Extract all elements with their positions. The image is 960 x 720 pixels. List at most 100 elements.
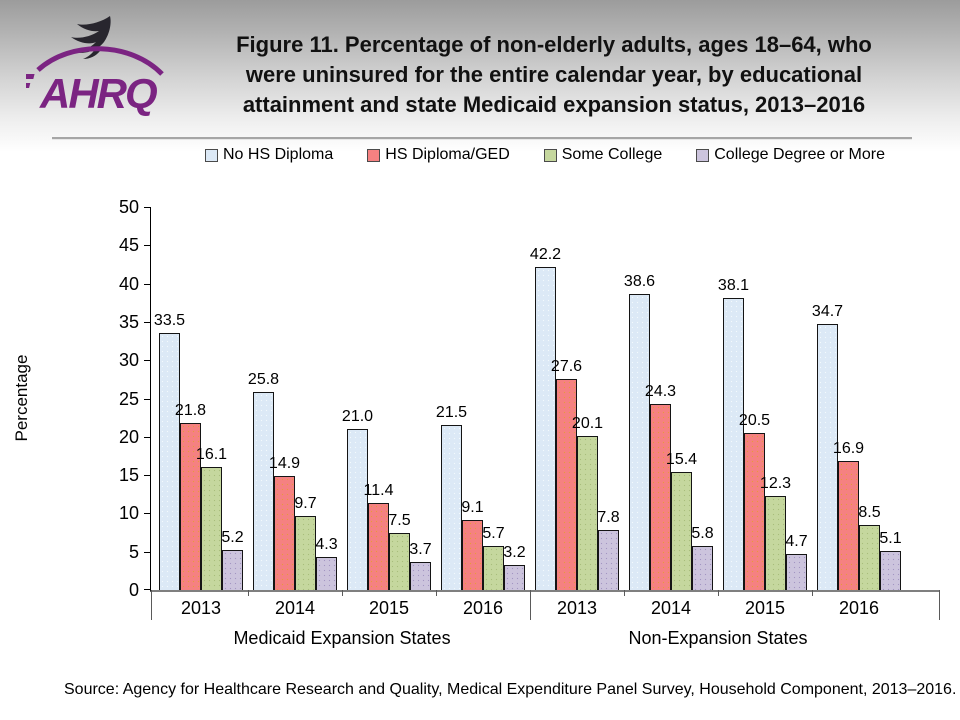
x-axis-tick [718,590,719,596]
bar-value-some-college-2013: 20.1 [571,415,604,432]
x-axis-tick [151,590,152,620]
y-tick-label-10: 10 [118,503,139,524]
x-axis-tick [436,590,437,596]
x-category-label-2016-3: 2016 [462,598,504,618]
bar-some-college-2013 [577,436,598,590]
bar-value-college-degree-or-more-2016: 3.2 [503,544,526,561]
bar-value-no-hs-diploma-2015: 38.1 [717,277,750,294]
bar-value-no-hs-diploma-2014: 38.6 [623,273,656,290]
bar-college-degree-or-more-2016 [880,551,901,590]
bar-value-some-college-2014: 15.4 [665,451,698,468]
bar-hs-diploma-ged-2013 [556,379,577,590]
bar-value-hs-diploma-ged-2016: 16.9 [832,440,865,457]
x-axis-tick [248,590,249,596]
legend-swatch-hs-diploma-ged [367,148,381,162]
bar-hs-diploma-ged-2015 [368,503,389,590]
bar-value-hs-diploma-ged-2015: 11.4 [363,482,394,499]
bar-value-college-degree-or-more-2015: 3.7 [409,541,432,558]
y-tick-mark [144,245,151,247]
y-tick-label-5: 5 [128,541,139,562]
y-axis-title: Percentage [12,354,31,442]
y-tick-mark [144,475,151,477]
bar-some-college-2014 [671,472,692,590]
legend-item-college-degree-or-more: College Degree or More [696,146,885,164]
bar-value-some-college-2015: 7.5 [388,512,411,529]
bar-value-no-hs-diploma-2013: 33.5 [153,312,186,329]
bar-value-no-hs-diploma-2016: 34.7 [811,303,844,320]
x-category-label-2013-0: 2013 [180,598,222,618]
bar-college-degree-or-more-2013 [598,530,619,590]
legend-swatch-college-degree-or-more [696,148,710,162]
bar-value-college-degree-or-more-2014: 5.8 [691,525,714,542]
bar-value-hs-diploma-ged-2015: 20.5 [738,412,771,429]
figure-title: Figure 11. Percentage of non-elderly adu… [168,30,940,120]
x-axis-tick [530,590,531,620]
bar-value-hs-diploma-ged-2014: 14.9 [268,455,301,472]
bar-value-some-college-2013: 16.1 [195,446,228,463]
y-tick-label-35: 35 [118,311,139,332]
bar-no-hs-diploma-2013 [535,267,556,590]
x-axis-tick [342,590,343,596]
bar-value-hs-diploma-ged-2013: 21.8 [174,402,207,419]
y-tick-mark [144,207,151,208]
y-tick-label-40: 40 [118,273,139,294]
bar-group-2013-4: 42.2 27.6 20.1 7.8 [530,207,620,590]
chart-legend: No HS Diploma HS Diploma/GED Some College C… [150,146,940,164]
bar-value-college-degree-or-more-2013: 5.2 [221,529,244,546]
x-category-label-2015-6: 2015 [744,598,786,618]
bar-value-no-hs-diploma-2013: 42.2 [529,246,562,263]
bar-group-2015-2: 21.0 11.4 7.5 3.7 [342,207,432,590]
bar-value-some-college-2016: 5.7 [482,525,505,542]
bar-some-college-2015 [765,496,786,590]
y-tick-mark [144,283,151,285]
bar-value-college-degree-or-more-2014: 4.3 [315,536,338,553]
ahrq-logo: AHRQ [0,4,166,126]
bar-no-hs-diploma-2016 [441,425,462,590]
y-tick-mark [144,436,151,438]
bar-group-2013-0: 33.5 21.8 16.1 5.2 [154,207,244,590]
y-tick-mark [144,551,151,553]
bar-group-2014-5: 38.6 24.3 15.4 5.8 [624,207,714,590]
axis-group-label-non-expansion-states: Non-Expansion States [628,628,808,648]
legend-swatch-some-college [543,148,557,162]
bar-value-some-college-2015: 12.3 [759,475,792,492]
ahrq-wordmark: AHRQ [0,46,164,118]
bar-some-college-2016 [483,546,504,590]
bar-value-hs-diploma-ged-2013: 27.6 [550,358,583,375]
source-note: Source: Agency for Healthcare Research a… [64,681,957,698]
legend-label: No HS Diploma [223,146,334,163]
bar-some-college-2014 [295,516,316,590]
bar-group-2014-1: 25.8 14.9 9.7 4.3 [248,207,338,590]
bar-value-college-degree-or-more-2013: 7.8 [597,509,620,526]
y-tick-mark [144,321,151,323]
legend-item-no-hs-diploma: No HS Diploma [205,146,333,164]
legend-label: Some College [561,146,663,163]
bar-value-college-degree-or-more-2015: 4.7 [785,533,808,550]
bar-college-degree-or-more-2014 [316,557,337,590]
axis-group-label-medicaid-expansion-states: Medicaid Expansion States [233,628,451,648]
bar-group-2016-7: 34.7 16.9 8.5 5.1 [812,207,902,590]
title-divider [52,137,912,140]
bar-college-degree-or-more-2015 [410,562,431,590]
svg-text:AHRQ: AHRQ [39,70,157,118]
bar-value-college-degree-or-more-2016: 5.1 [879,530,902,547]
y-tick-mark [144,398,151,400]
bar-college-degree-or-more-2016 [504,565,525,590]
legend-item-some-college: Some College [543,146,663,164]
x-axis-tick [939,590,940,620]
y-tick-label-0: 0 [128,580,139,600]
bar-hs-diploma-ged-2015 [744,433,765,590]
bar-value-hs-diploma-ged-2014: 24.3 [644,383,677,400]
bar-hs-diploma-ged-2014 [274,476,295,590]
y-tick-mark [144,589,151,590]
bar-no-hs-diploma-2015 [347,429,368,590]
bar-no-hs-diploma-2014 [629,294,650,590]
x-axis-tick [624,590,625,596]
bar-college-degree-or-more-2014 [692,546,713,590]
bar-value-no-hs-diploma-2015: 21.0 [341,408,374,425]
bar-no-hs-diploma-2013 [159,333,180,590]
bar-value-some-college-2014: 9.7 [294,495,317,512]
figure-title-line1: Figure 11. Percentage of non-elderly adu… [236,32,872,57]
bar-hs-diploma-ged-2013 [180,423,201,590]
